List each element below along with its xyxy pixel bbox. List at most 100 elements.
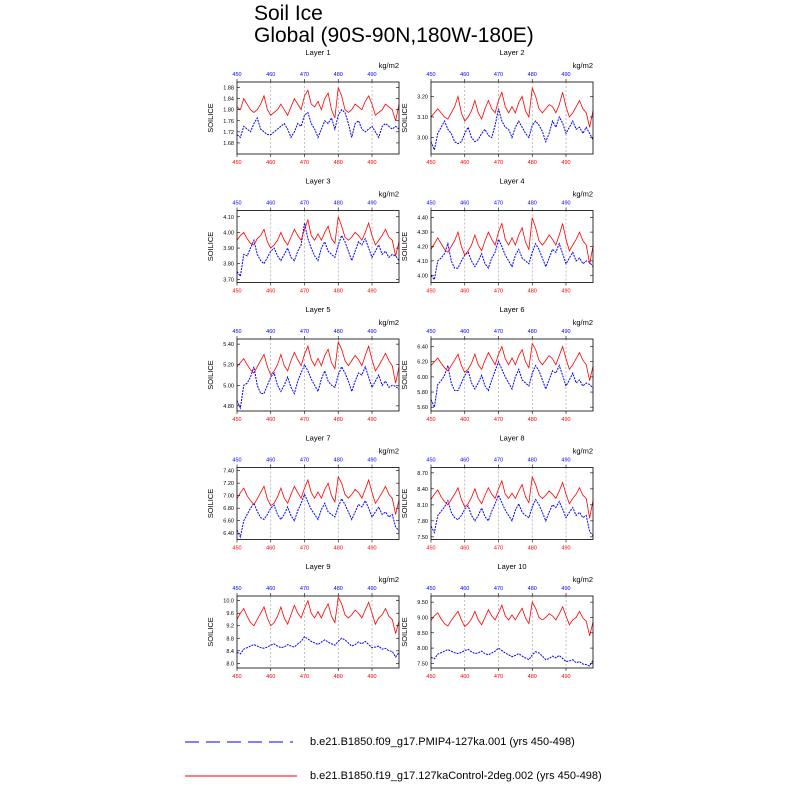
x-tick-label-bottom: 490 [367, 546, 376, 552]
y-tick-label: 7.50 [417, 661, 428, 667]
y-tick-label: 8.0 [226, 661, 234, 667]
chart-title: Soil Ice [254, 2, 323, 25]
plot-frame [430, 595, 594, 669]
y-tick-label: 8.70 [417, 471, 428, 477]
panel-title: Layer 1 [305, 48, 330, 57]
series-line-blue [430, 360, 594, 409]
units-label: kg/m2 [573, 575, 593, 584]
plot-frame [236, 81, 400, 155]
x-tick-label-top: 490 [367, 201, 376, 207]
x-tick-label-bottom: 470 [300, 160, 309, 166]
x-tick-label-bottom: 480 [528, 674, 537, 680]
series-line-red [236, 596, 400, 634]
x-tick-label-bottom: 480 [528, 160, 537, 166]
x-tick-label-top: 490 [367, 72, 376, 78]
units-label: kg/m2 [573, 447, 593, 456]
x-tick-label-top: 450 [426, 458, 435, 464]
x-tick-label-bottom: 450 [232, 289, 241, 295]
x-tick-label-bottom: 460 [266, 546, 275, 552]
y-tick-label: 5.20 [223, 363, 234, 369]
panel-layer-5: Layer 5 kg/m2 450 450 460 460 470 470 480 480 490 4… [206, 305, 400, 423]
x-tick-label-bottom: 460 [460, 289, 469, 295]
x-tick-label-top: 490 [367, 586, 376, 592]
y-tick-label: 3.90 [223, 246, 234, 252]
units-label: kg/m2 [573, 190, 593, 199]
x-tick-label-top: 490 [561, 586, 570, 592]
x-tick-label-bottom: 450 [232, 546, 241, 552]
series-line-blue [430, 237, 594, 281]
x-tick-label-top: 450 [426, 329, 435, 335]
x-tick-label-bottom: 460 [266, 417, 275, 423]
x-tick-label-bottom: 470 [300, 417, 309, 423]
x-tick-label-top: 480 [528, 458, 537, 464]
x-tick-label-bottom: 480 [528, 546, 537, 552]
series-line-red [236, 216, 400, 256]
series-line-red [430, 217, 594, 264]
x-tick-label-top: 460 [460, 72, 469, 78]
series-line-red [430, 600, 594, 636]
x-tick-label-top: 490 [367, 329, 376, 335]
plot-frame [430, 81, 594, 155]
panel-title: Layer 10 [497, 562, 526, 571]
y-tick-label: 8.40 [417, 487, 428, 493]
panel-title: Layer 6 [499, 305, 524, 314]
series-line-blue [430, 647, 594, 667]
x-tick-label-bottom: 450 [426, 546, 435, 552]
panel-layer-6: Layer 6 kg/m2 450 450 460 460 470 470 480 480 490 4… [400, 305, 594, 423]
y-tick-label: 6.60 [223, 519, 234, 525]
y-tick-label: 4.80 [223, 404, 234, 410]
legend-label-red: b.e21.B1850.f19_g17.127kaControl-2deg.00… [310, 770, 602, 782]
x-tick-label-top: 480 [528, 72, 537, 78]
x-tick-label-bottom: 460 [266, 674, 275, 680]
x-tick-label-top: 450 [232, 586, 241, 592]
y-tick-label: 4.00 [223, 230, 234, 236]
units-label: kg/m2 [379, 447, 399, 456]
plot-frame [236, 467, 400, 540]
y-tick-label: 5.40 [223, 342, 234, 348]
units-label: kg/m2 [379, 318, 399, 327]
panel-layer-2: Layer 2 kg/m2 450 450 460 460 470 470 480 480 490 4… [400, 48, 594, 166]
x-tick-label-top: 480 [334, 586, 343, 592]
x-tick-label-bottom: 460 [460, 674, 469, 680]
y-tick-label: 8.10 [417, 503, 428, 509]
x-tick-label-bottom: 450 [426, 417, 435, 423]
y-axis-label: SOILICE [400, 489, 409, 519]
y-tick-label: 1.88 [223, 86, 234, 92]
plot-frame [236, 338, 400, 412]
legend-item-red: b.e21.B1850.f19_g17.127kaControl-2deg.00… [185, 769, 705, 785]
x-tick-label-bottom: 450 [426, 160, 435, 166]
panel-title: Layer 9 [305, 562, 330, 571]
x-tick-label-top: 490 [561, 201, 570, 207]
x-tick-label-bottom: 490 [367, 674, 376, 680]
x-tick-label-top: 480 [334, 201, 343, 207]
x-tick-label-top: 470 [300, 586, 309, 592]
x-tick-label-top: 460 [266, 586, 275, 592]
y-tick-label: 1.72 [223, 130, 234, 136]
y-tick-label: 10.0 [223, 599, 234, 605]
x-tick-label-top: 480 [334, 72, 343, 78]
x-tick-label-bottom: 470 [494, 674, 503, 680]
x-tick-label-top: 470 [494, 329, 503, 335]
series-line-blue [236, 363, 400, 410]
x-tick-label-bottom: 490 [367, 160, 376, 166]
series-line-blue [236, 108, 400, 139]
x-tick-label-bottom: 450 [232, 417, 241, 423]
x-tick-label-bottom: 470 [494, 289, 503, 295]
x-tick-label-bottom: 490 [561, 674, 570, 680]
legend-label-blue: b.e21.B1850.f09_g17.PMIP4-127ka.001 (yrs… [310, 736, 575, 748]
x-tick-label-bottom: 460 [460, 417, 469, 423]
x-tick-label-top: 450 [232, 458, 241, 464]
x-tick-label-top: 470 [494, 201, 503, 207]
y-tick-label: 9.50 [417, 600, 428, 606]
units-label: kg/m2 [573, 318, 593, 327]
y-tick-label: 6.80 [223, 506, 234, 512]
x-tick-label-top: 480 [334, 329, 343, 335]
panel-layer-3: Layer 3 kg/m2 450 450 460 460 470 470 480 480 490 4… [206, 177, 400, 295]
x-tick-label-bottom: 470 [300, 674, 309, 680]
x-tick-label-top: 490 [367, 458, 376, 464]
x-tick-label-bottom: 450 [232, 674, 241, 680]
y-axis-label: SOILICE [400, 232, 409, 262]
plot-frame [236, 595, 400, 669]
x-tick-label-top: 470 [494, 586, 503, 592]
series-line-blue [236, 222, 400, 278]
